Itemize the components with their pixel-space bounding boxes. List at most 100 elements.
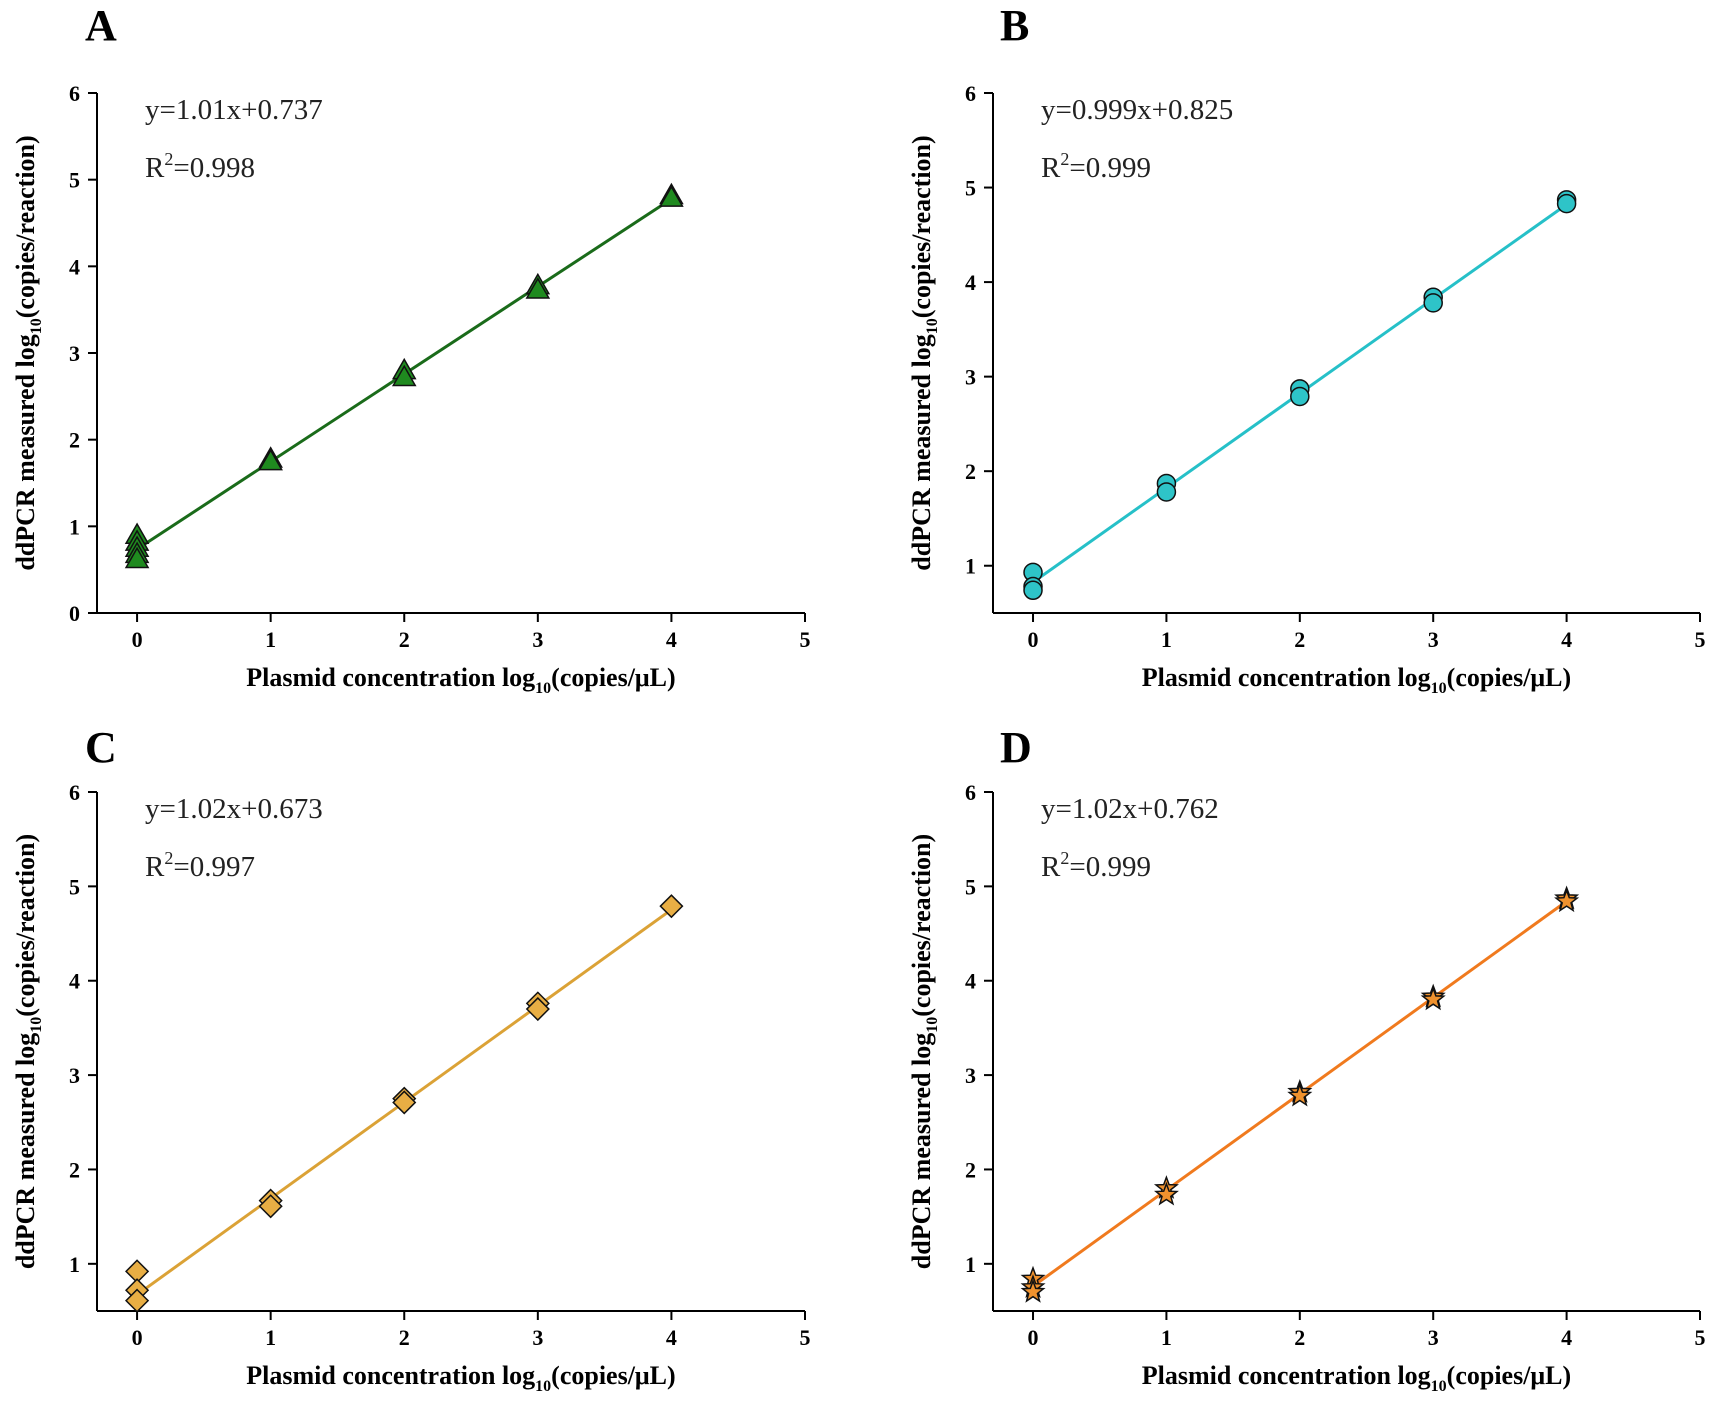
x-tick-label: 5 bbox=[800, 627, 811, 652]
y-axis-label-sub: 10 bbox=[28, 318, 45, 334]
y-axis-label-tail: (copies/reaction) bbox=[11, 135, 40, 318]
y-tick-label: 1 bbox=[965, 1252, 976, 1277]
data-point-circle bbox=[1556, 193, 1577, 214]
x-tick-label: 5 bbox=[800, 1325, 811, 1350]
panel-letter: C bbox=[85, 723, 117, 772]
x-tick-label: 0 bbox=[1028, 627, 1039, 652]
y-tick-label: 3 bbox=[69, 1063, 80, 1088]
data-point-diamond bbox=[525, 996, 550, 1022]
x-axis-label-main: Plasmid concentration log bbox=[1142, 663, 1431, 692]
y-tick-label: 1 bbox=[69, 1252, 80, 1277]
x-tick-label: 2 bbox=[399, 627, 410, 652]
x-tick-label: 3 bbox=[1428, 1325, 1439, 1350]
r-squared-sup: 2 bbox=[164, 149, 173, 169]
x-tick-label: 1 bbox=[265, 627, 276, 652]
y-tick-label: 0 bbox=[69, 601, 80, 626]
x-axis-label: Plasmid concentration log10(copies/μL) bbox=[1142, 1361, 1571, 1395]
x-tick-label: 3 bbox=[532, 1325, 543, 1350]
y-axis-label-main: ddPCR measured log bbox=[11, 334, 40, 570]
x-axis-label-tail: (copies/μL) bbox=[1447, 663, 1572, 692]
panel-letter: A bbox=[85, 1, 117, 50]
r-squared-value: =0.997 bbox=[173, 851, 255, 883]
y-axis-label-tail: (copies/reaction) bbox=[11, 834, 40, 1017]
data-point-star bbox=[1420, 986, 1446, 1011]
data-point-triangle bbox=[124, 546, 150, 569]
data-point-star bbox=[1153, 1181, 1179, 1206]
y-axis-label: ddPCR measured log10(copies/reaction) bbox=[11, 834, 45, 1269]
data-point-triangle bbox=[659, 185, 684, 207]
data-point-star bbox=[1020, 1278, 1046, 1303]
data-point-circle bbox=[1423, 293, 1443, 313]
x-axis-label-tail: (copies/μL) bbox=[551, 1361, 676, 1390]
r-squared-sup: 2 bbox=[1060, 149, 1069, 169]
y-axis-label-main: ddPCR measured log bbox=[907, 334, 936, 570]
y-tick-label: 4 bbox=[965, 969, 976, 994]
y-axis-label: ddPCR measured log10(copies/reaction) bbox=[11, 135, 45, 570]
x-axis-label: Plasmid concentration log10(copies/μL) bbox=[246, 1361, 675, 1395]
data-point-diamond bbox=[392, 1090, 417, 1115]
fit-equation: y=1.02x+0.762 bbox=[1041, 793, 1219, 825]
y-tick-label: 4 bbox=[69, 969, 80, 994]
r-squared-prefix: R bbox=[1041, 851, 1061, 883]
x-tick-label: 5 bbox=[1695, 627, 1706, 652]
y-tick-label: 3 bbox=[965, 365, 976, 390]
y-tick-label: 4 bbox=[69, 254, 80, 279]
r-squared-sup: 2 bbox=[1060, 848, 1069, 868]
y-tick-label: 4 bbox=[965, 270, 976, 295]
x-axis-label-tail: (copies/μL) bbox=[551, 663, 676, 692]
r-squared-sup: 2 bbox=[164, 848, 173, 868]
r-squared-prefix: R bbox=[1041, 152, 1061, 184]
x-tick-label: 4 bbox=[666, 627, 677, 652]
fit-equation: y=0.999x+0.825 bbox=[1041, 94, 1233, 126]
x-axis-label-main: Plasmid concentration log bbox=[1142, 1361, 1431, 1390]
r-squared: R2=0.999 bbox=[1041, 848, 1151, 883]
fit-equation: y=1.01x+0.737 bbox=[145, 94, 323, 126]
y-tick-label: 2 bbox=[69, 1157, 80, 1182]
data-point-triangle bbox=[258, 448, 283, 471]
x-tick-label: 1 bbox=[265, 1325, 276, 1350]
x-tick-label: 4 bbox=[1561, 1325, 1572, 1350]
r-squared: R2=0.997 bbox=[145, 848, 255, 883]
y-tick-label: 3 bbox=[69, 341, 80, 366]
y-axis-label-tail: (copies/reaction) bbox=[907, 834, 936, 1017]
x-axis-label-sub: 10 bbox=[535, 1378, 551, 1395]
x-tick-label: 2 bbox=[399, 1325, 410, 1350]
y-tick-label: 6 bbox=[69, 81, 80, 106]
data-point-diamond bbox=[659, 894, 684, 919]
x-tick-label: 0 bbox=[1028, 1325, 1039, 1350]
y-tick-label: 5 bbox=[69, 168, 80, 193]
y-axis-label-sub: 10 bbox=[924, 1017, 941, 1033]
data-point-circle bbox=[1023, 580, 1043, 601]
y-tick-label: 2 bbox=[965, 1157, 976, 1182]
x-tick-label: 1 bbox=[1161, 627, 1172, 652]
y-axis-label: ddPCR measured log10(copies/reaction) bbox=[907, 135, 941, 570]
x-tick-label: 1 bbox=[1161, 1325, 1172, 1350]
panel-letter: D bbox=[1000, 723, 1032, 772]
data-point-diamond bbox=[125, 1288, 150, 1313]
y-tick-label: 6 bbox=[69, 780, 80, 805]
y-tick-label: 2 bbox=[965, 459, 976, 484]
data-point-triangle bbox=[391, 364, 417, 387]
y-tick-label: 1 bbox=[69, 514, 80, 539]
data-point-diamond bbox=[258, 1194, 283, 1219]
r-squared: R2=0.999 bbox=[1041, 149, 1151, 184]
x-axis-label-sub: 10 bbox=[1431, 680, 1447, 697]
x-tick-label: 2 bbox=[1294, 1325, 1305, 1350]
r-squared-prefix: R bbox=[145, 152, 165, 184]
y-tick-label: 2 bbox=[69, 428, 80, 453]
x-axis-label: Plasmid concentration log10(copies/μL) bbox=[1142, 663, 1571, 697]
fit-equation: y=1.02x+0.673 bbox=[145, 793, 323, 825]
x-tick-label: 0 bbox=[132, 1325, 143, 1350]
y-tick-label: 6 bbox=[965, 81, 976, 106]
x-tick-label: 5 bbox=[1695, 1325, 1706, 1350]
x-axis-label-main: Plasmid concentration log bbox=[246, 663, 535, 692]
data-point-triangle bbox=[525, 277, 551, 299]
y-axis-label: ddPCR measured log10(copies/reaction) bbox=[907, 834, 941, 1269]
x-axis-label-main: Plasmid concentration log bbox=[246, 1361, 535, 1390]
x-tick-label: 3 bbox=[1428, 627, 1439, 652]
x-tick-label: 2 bbox=[1294, 627, 1305, 652]
